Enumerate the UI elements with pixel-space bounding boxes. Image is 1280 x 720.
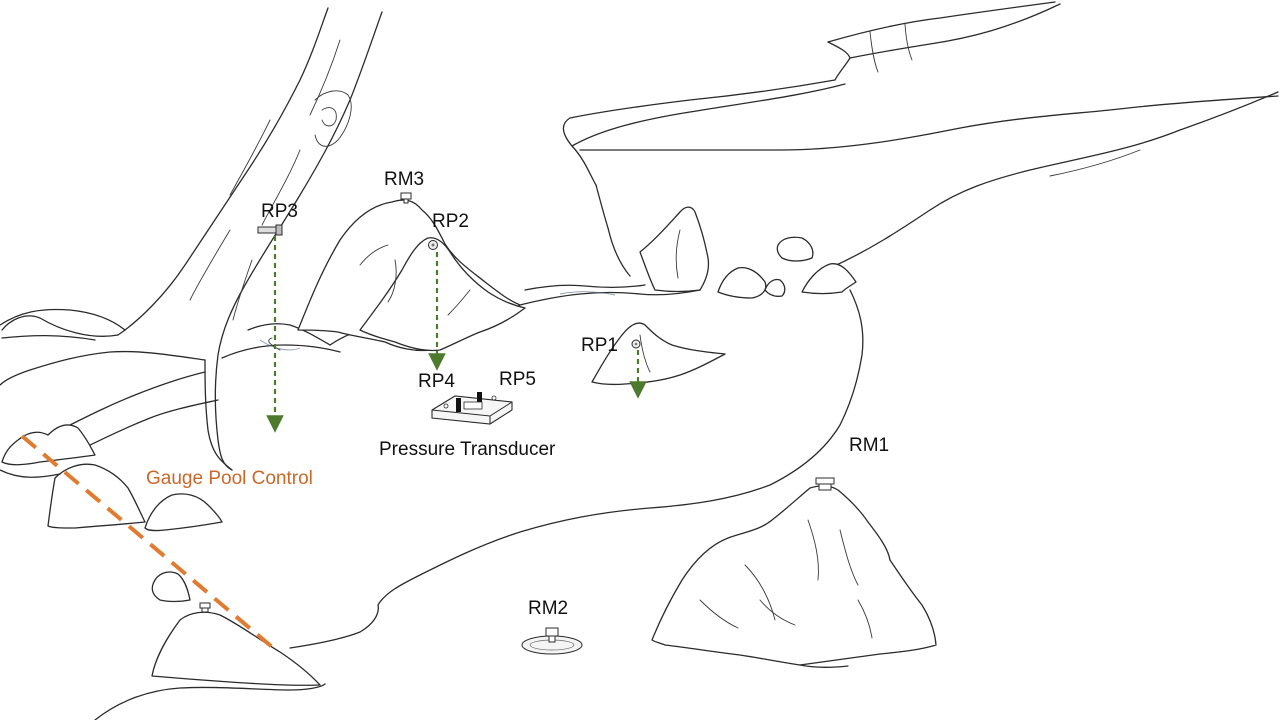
tree bbox=[0, 7, 383, 471]
pressure-transducer-icon bbox=[431, 392, 513, 425]
control-benchmark-icon bbox=[199, 602, 211, 613]
rm3-label: RM3 bbox=[384, 169, 425, 190]
rm1-rock bbox=[651, 485, 937, 669]
rm1-benchmark-icon bbox=[815, 477, 835, 491]
gauge-pool-control-label: Gauge Pool Control bbox=[146, 468, 313, 489]
right-riverbank bbox=[289, 91, 1279, 649]
rm3-benchmark-icon bbox=[400, 192, 412, 204]
rp1-bolt-icon bbox=[631, 339, 641, 349]
rm2-benchmark-icon bbox=[521, 627, 583, 655]
rp3-label: RP3 bbox=[261, 201, 298, 222]
rm3-rock bbox=[297, 199, 701, 352]
rp2-label: RP2 bbox=[432, 211, 469, 232]
upstream-rocks bbox=[639, 206, 857, 299]
left-bank-rocks bbox=[0, 424, 326, 720]
rm2-label: RM2 bbox=[528, 598, 569, 619]
rp5-label: RP5 bbox=[499, 369, 536, 390]
upper-shoreline bbox=[562, 1, 1061, 277]
rp2-bolt-icon bbox=[428, 240, 438, 250]
rm1-label: RM1 bbox=[849, 435, 890, 456]
rp1-label: RP1 bbox=[581, 335, 618, 356]
rp3-bolt-icon bbox=[257, 224, 283, 236]
pressure-transducer-label: Pressure Transducer bbox=[379, 439, 556, 460]
rp4-label: RP4 bbox=[418, 371, 455, 392]
